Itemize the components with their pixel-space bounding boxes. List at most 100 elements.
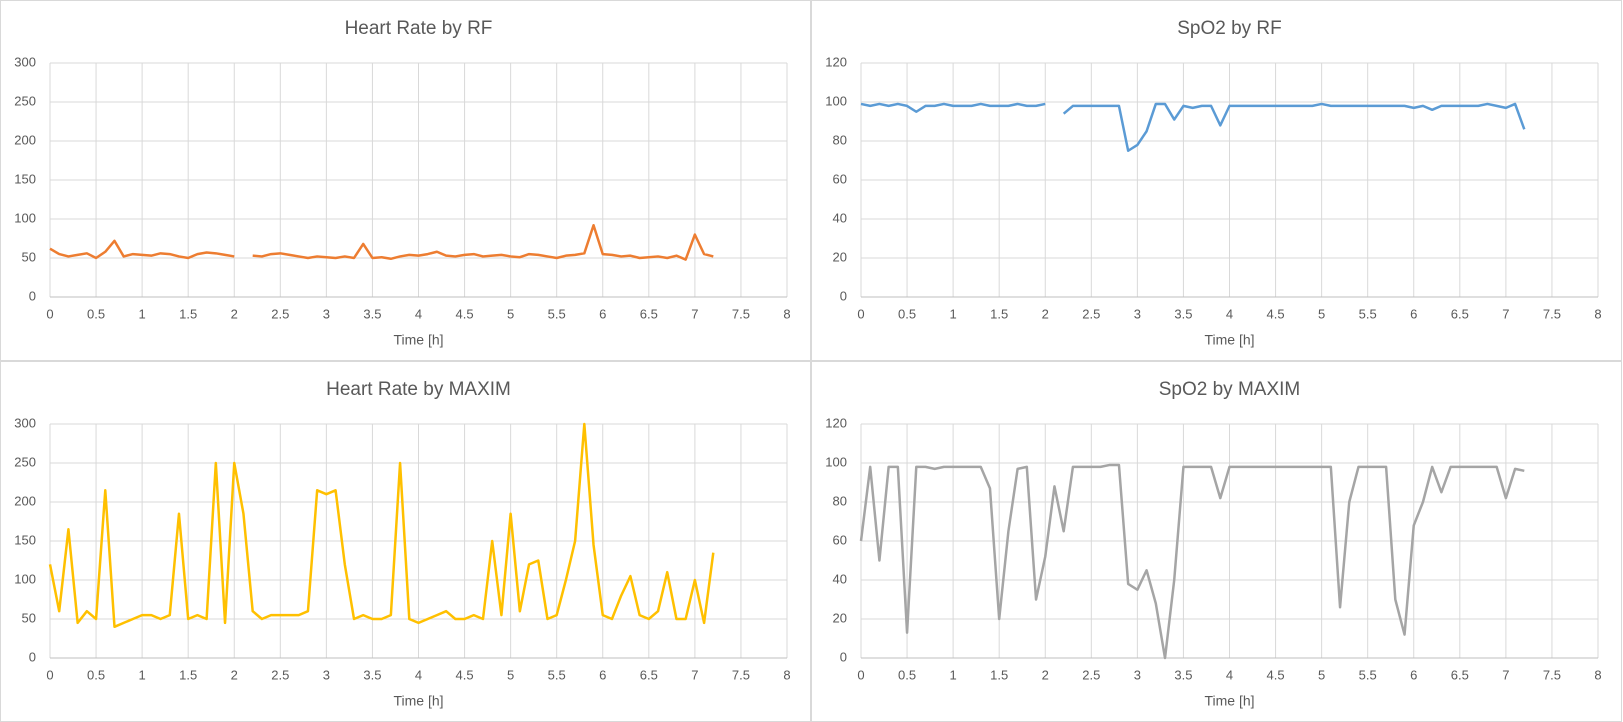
data-line bbox=[48, 422, 715, 629]
x-tick-label: 0.5 bbox=[87, 306, 105, 321]
y-tick-label: 300 bbox=[14, 54, 36, 69]
y-tick-label: 0 bbox=[29, 288, 36, 303]
chart-panel: Heart Rate by RF 0 50 100 150 200 250 300 0 0.5 1 1… bbox=[0, 0, 811, 361]
y-tick-label: 50 bbox=[22, 610, 36, 625]
x-tick-label: 8 bbox=[783, 306, 790, 321]
y-tick-label: 60 bbox=[833, 171, 847, 186]
x-tick-label: 4 bbox=[1226, 667, 1233, 682]
x-axis-label: Time [h] bbox=[1204, 332, 1254, 348]
x-tick-label: 4.5 bbox=[1267, 306, 1285, 321]
y-tick-label: 250 bbox=[14, 454, 36, 469]
x-tick-label: 0 bbox=[857, 306, 864, 321]
y-tick-label: 150 bbox=[14, 532, 36, 547]
x-tick-label: 3 bbox=[323, 306, 330, 321]
x-axis-label: Time [h] bbox=[1204, 693, 1254, 709]
x-tick-label: 7.5 bbox=[732, 667, 750, 682]
x-tick-label: 0 bbox=[46, 667, 53, 682]
data-line bbox=[49, 223, 714, 261]
x-tick-label: 3 bbox=[1134, 667, 1141, 682]
x-tick-label: 6 bbox=[599, 306, 606, 321]
x-tick-label: 2.5 bbox=[271, 667, 289, 682]
x-tick-label: 1.5 bbox=[179, 306, 197, 321]
x-tick-label: 1 bbox=[139, 667, 146, 682]
y-tick-label: 20 bbox=[833, 610, 847, 625]
y-tick-label: 200 bbox=[14, 493, 36, 508]
x-tick-label: 1.5 bbox=[179, 667, 197, 682]
x-tick-label: 6 bbox=[1410, 667, 1417, 682]
x-tick-label: 2.5 bbox=[1082, 667, 1100, 682]
x-tick-label: 6.5 bbox=[1451, 306, 1469, 321]
y-tick-label: 80 bbox=[833, 493, 847, 508]
chart-panel: SpO2 by RF 0 20 40 60 80 100 120 0 0.5 1 1.5 2 2.5 3 3.… bbox=[811, 0, 1622, 361]
x-tick-label: 4.5 bbox=[456, 667, 474, 682]
x-tick-label: 3 bbox=[1134, 306, 1141, 321]
x-tick-label: 2.5 bbox=[1082, 306, 1100, 321]
x-tick-label: 2.5 bbox=[271, 306, 289, 321]
x-tick-label: 5.5 bbox=[548, 667, 566, 682]
x-tick-label: 3.5 bbox=[1174, 667, 1192, 682]
x-tick-label: 0.5 bbox=[87, 667, 105, 682]
data-line bbox=[859, 463, 1525, 660]
y-tick-label: 120 bbox=[825, 415, 847, 430]
data-line bbox=[860, 102, 1526, 152]
x-tick-label: 2 bbox=[231, 667, 238, 682]
chart-title: SpO2 by RF bbox=[1177, 18, 1282, 39]
x-axis-label: Time [h] bbox=[393, 693, 443, 709]
y-tick-label: 50 bbox=[22, 249, 36, 264]
x-tick-label: 0 bbox=[857, 667, 864, 682]
x-tick-label: 5 bbox=[507, 306, 514, 321]
x-tick-label: 5 bbox=[1318, 667, 1325, 682]
x-tick-label: 4.5 bbox=[1267, 667, 1285, 682]
x-tick-label: 2 bbox=[231, 306, 238, 321]
x-tick-label: 5.5 bbox=[548, 306, 566, 321]
x-tick-label: 2 bbox=[1042, 306, 1049, 321]
y-tick-label: 80 bbox=[833, 132, 847, 147]
y-tick-label: 0 bbox=[29, 649, 36, 664]
y-tick-label: 300 bbox=[14, 415, 36, 430]
x-tick-label: 7 bbox=[691, 306, 698, 321]
y-tick-label: 40 bbox=[833, 210, 847, 225]
y-tick-label: 100 bbox=[825, 454, 847, 469]
y-tick-label: 150 bbox=[14, 171, 36, 186]
x-tick-label: 5 bbox=[1318, 306, 1325, 321]
x-tick-label: 1 bbox=[950, 306, 957, 321]
x-axis-label: Time [h] bbox=[393, 332, 443, 348]
x-tick-label: 7 bbox=[1502, 306, 1509, 321]
x-tick-label: 0.5 bbox=[898, 667, 916, 682]
x-tick-label: 4 bbox=[415, 667, 422, 682]
x-tick-label: 7.5 bbox=[1543, 306, 1561, 321]
x-tick-label: 4.5 bbox=[456, 306, 474, 321]
chart-title: Heart Rate by RF bbox=[345, 18, 493, 39]
x-tick-label: 7.5 bbox=[1543, 667, 1561, 682]
x-tick-label: 6.5 bbox=[640, 667, 658, 682]
x-tick-label: 5.5 bbox=[1359, 306, 1377, 321]
y-tick-label: 120 bbox=[825, 54, 847, 69]
y-tick-label: 60 bbox=[833, 532, 847, 547]
x-tick-label: 3.5 bbox=[1174, 306, 1192, 321]
chart-panel: Heart Rate by MAXIM 0 50 100 150 200 250 300 0 0.… bbox=[0, 361, 811, 722]
x-tick-label: 3 bbox=[323, 667, 330, 682]
chart-panel: SpO2 by MAXIM 0 20 40 60 80 100 120 0 0.5 1 1.5 2 2.5… bbox=[811, 361, 1622, 722]
x-tick-label: 2 bbox=[1042, 667, 1049, 682]
x-tick-label: 7.5 bbox=[732, 306, 750, 321]
y-tick-label: 20 bbox=[833, 249, 847, 264]
x-tick-label: 8 bbox=[1594, 306, 1601, 321]
x-tick-label: 1.5 bbox=[990, 667, 1008, 682]
x-tick-label: 1 bbox=[139, 306, 146, 321]
y-tick-label: 100 bbox=[14, 571, 36, 586]
y-tick-label: 100 bbox=[825, 93, 847, 108]
x-tick-label: 0.5 bbox=[898, 306, 916, 321]
x-tick-label: 6.5 bbox=[640, 306, 658, 321]
x-tick-label: 7 bbox=[691, 667, 698, 682]
x-tick-label: 0 bbox=[46, 306, 53, 321]
x-tick-label: 5 bbox=[507, 667, 514, 682]
x-tick-label: 1.5 bbox=[990, 306, 1008, 321]
x-tick-label: 1 bbox=[950, 667, 957, 682]
y-tick-label: 0 bbox=[840, 288, 847, 303]
x-tick-label: 3.5 bbox=[363, 306, 381, 321]
y-tick-label: 100 bbox=[14, 210, 36, 225]
x-tick-label: 8 bbox=[783, 667, 790, 682]
chart-title: Heart Rate by MAXIM bbox=[326, 379, 511, 400]
y-tick-label: 250 bbox=[14, 93, 36, 108]
